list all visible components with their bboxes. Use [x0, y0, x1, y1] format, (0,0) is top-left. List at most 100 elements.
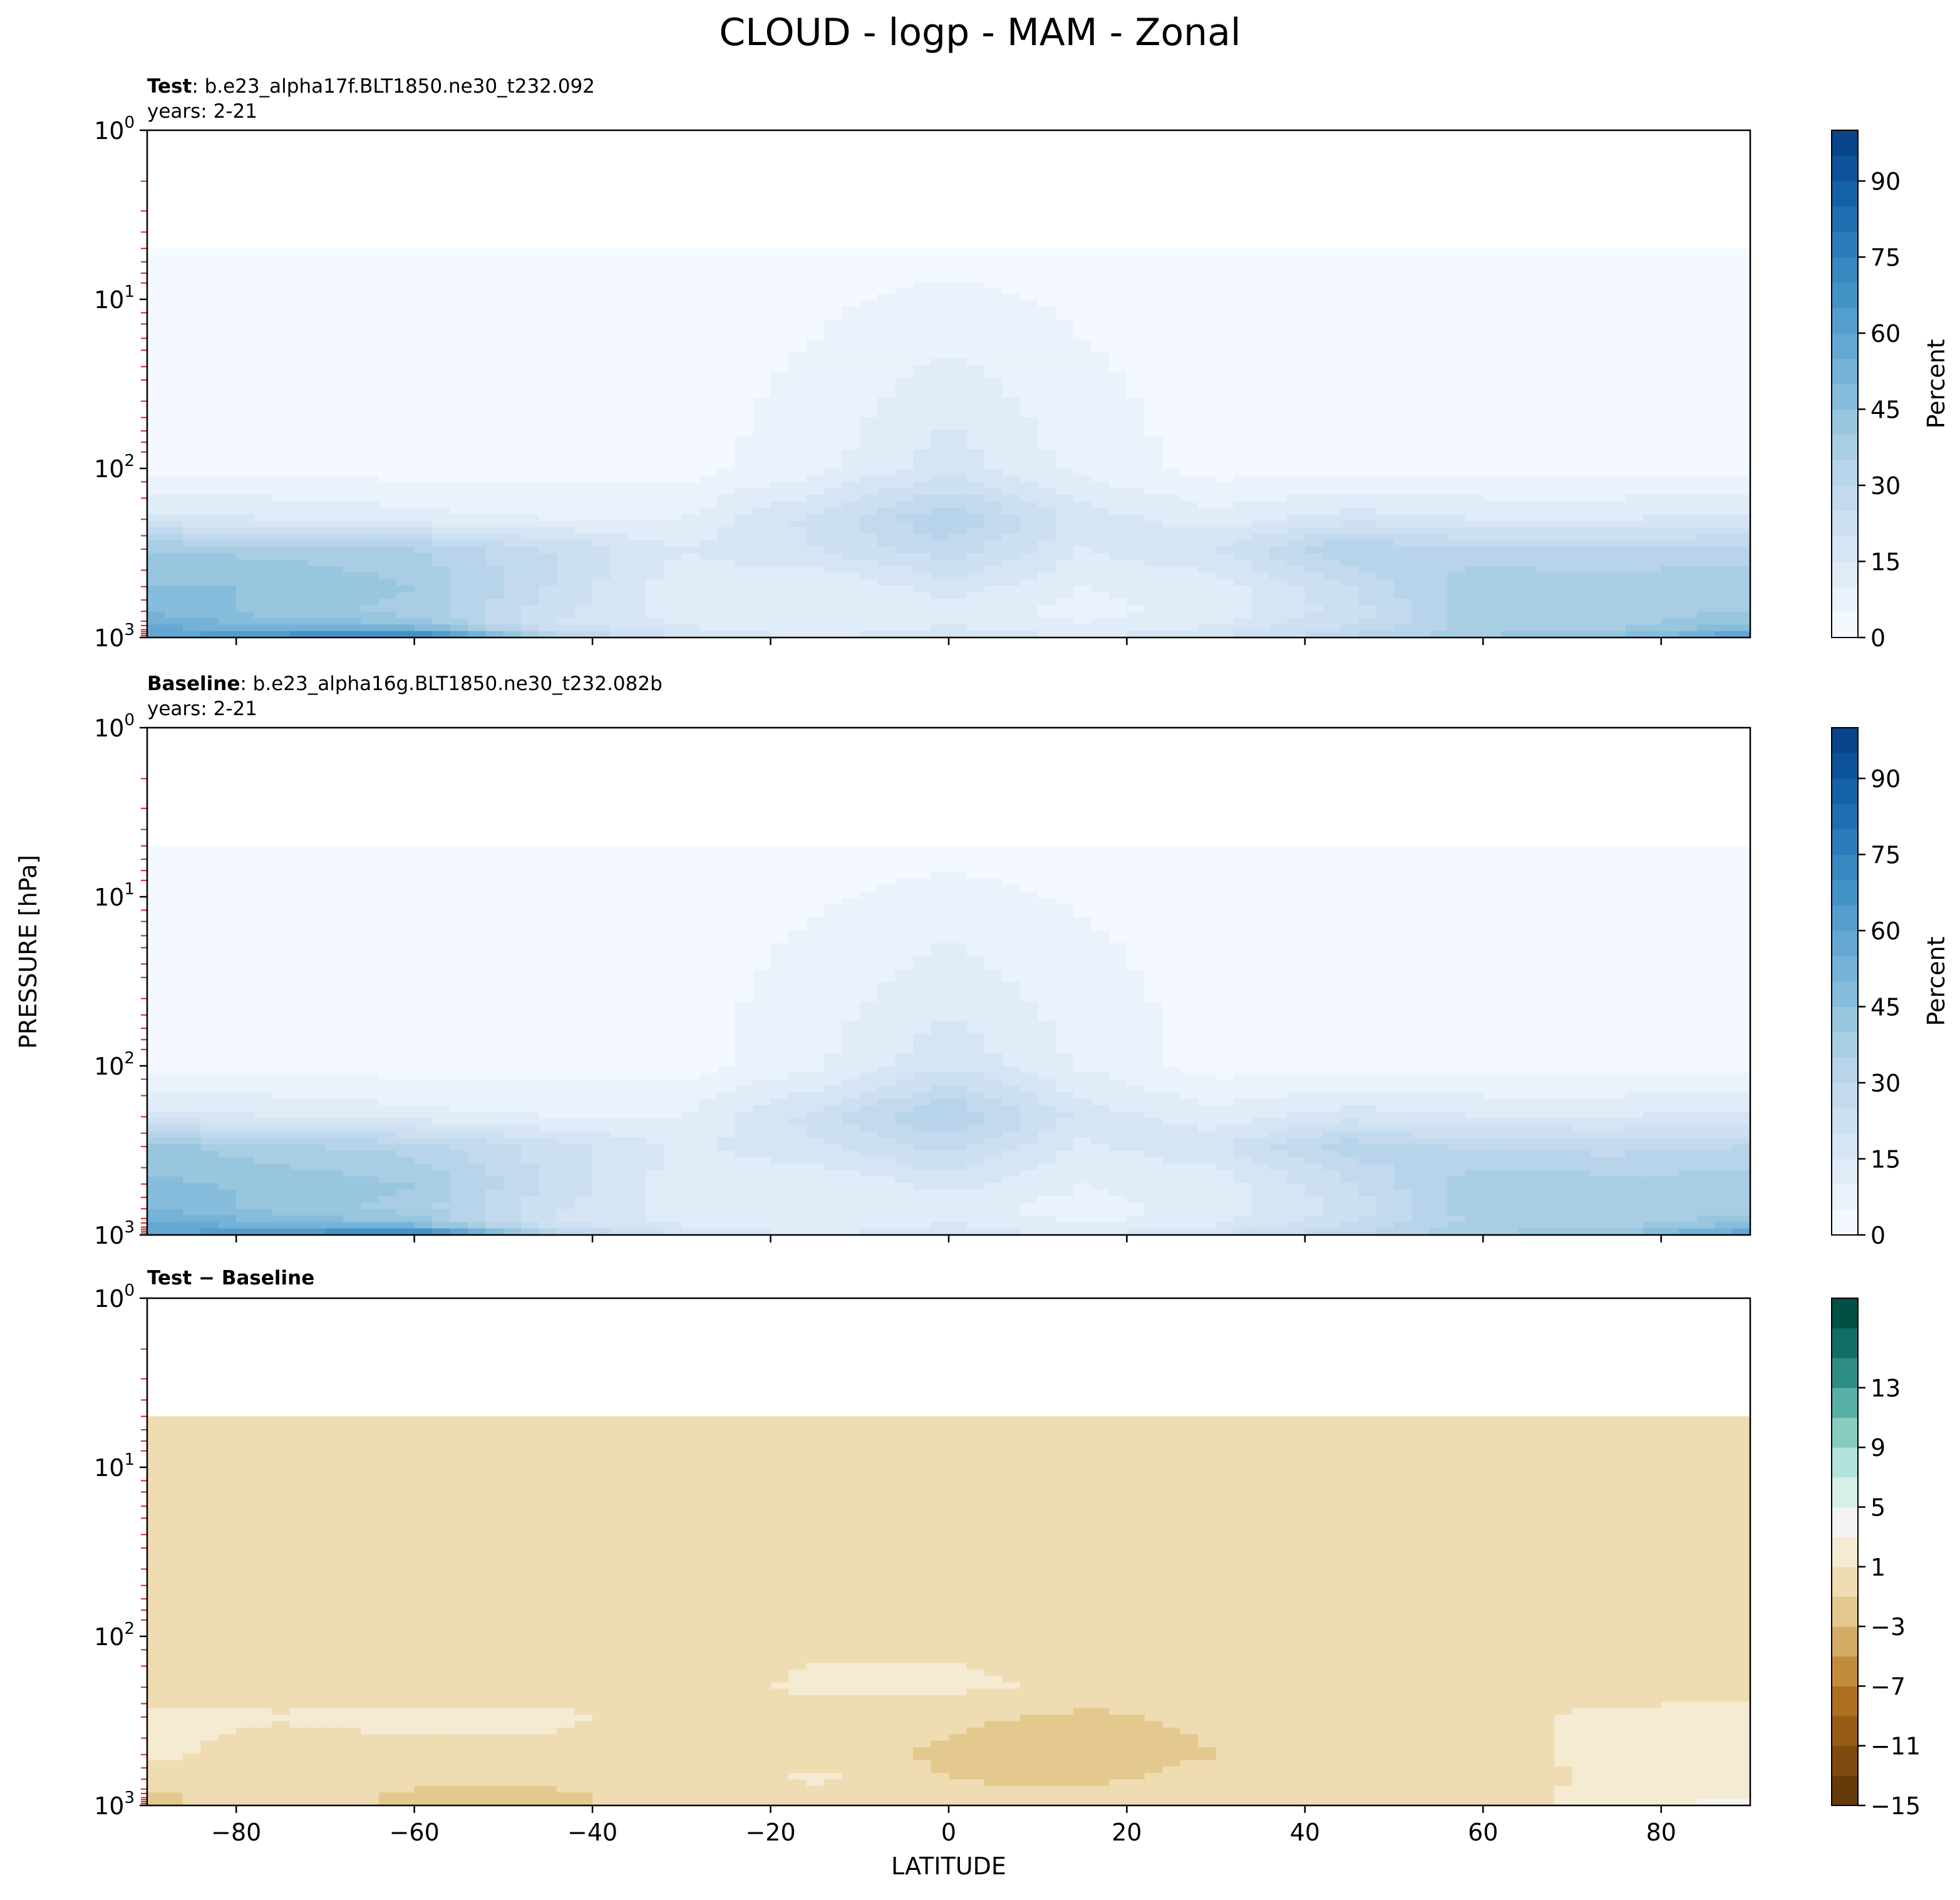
- heatmap-cell: [361, 300, 379, 307]
- heatmap-cell: [1394, 534, 1413, 541]
- heatmap-cell: [646, 371, 664, 379]
- heatmap-cell: [414, 306, 433, 314]
- heatmap-cell: [753, 416, 771, 424]
- heatmap-cell: [1661, 371, 1679, 379]
- heatmap-cell: [147, 385, 166, 392]
- heatmap-cell: [1304, 430, 1323, 437]
- heatmap-cell: [521, 592, 540, 599]
- heatmap-cell: [788, 274, 807, 282]
- heatmap-cell: [610, 592, 629, 599]
- heatmap-cell: [485, 488, 504, 495]
- heatmap-cell: [147, 559, 166, 567]
- heatmap-cell: [1340, 306, 1359, 314]
- heatmap-cell: [1536, 319, 1555, 327]
- heatmap-cell: [1430, 306, 1448, 314]
- heatmap-cell: [1715, 501, 1733, 509]
- heatmap-cell: [1536, 559, 1555, 567]
- heatmap-cell: [877, 559, 896, 567]
- heatmap-cell: [1430, 553, 1448, 560]
- heatmap-cell: [1304, 553, 1323, 560]
- heatmap-cell: [307, 385, 326, 392]
- heatmap-cell: [1162, 294, 1181, 301]
- heatmap-cell: [913, 339, 932, 346]
- heatmap-cell: [859, 540, 878, 547]
- heatmap-cell: [592, 534, 611, 541]
- heatmap-cell: [681, 566, 700, 574]
- heatmap-cell: [1411, 495, 1430, 502]
- heatmap-cell: [1465, 586, 1483, 593]
- heatmap-cell: [1643, 488, 1662, 495]
- heatmap-cell: [966, 579, 985, 586]
- heatmap-cell: [1447, 488, 1466, 495]
- heatmap-cell: [1109, 306, 1128, 314]
- heatmap-cell: [1536, 294, 1555, 301]
- heatmap-cell: [1127, 527, 1145, 534]
- heatmap-cell: [254, 501, 272, 509]
- heatmap-cell: [1091, 488, 1110, 495]
- heatmap-cell: [378, 274, 397, 282]
- heatmap-cell: [1055, 313, 1074, 321]
- heatmap-cell: [1323, 449, 1341, 457]
- heatmap-cell: [1732, 410, 1751, 418]
- heatmap-cell: [1572, 436, 1591, 443]
- heatmap-cell: [717, 300, 736, 307]
- heatmap-cell: [1696, 281, 1715, 288]
- heatmap-cell: [717, 391, 736, 398]
- heatmap-cell: [1465, 281, 1483, 288]
- heatmap-cell: [931, 449, 949, 457]
- heatmap-cell: [1234, 495, 1252, 502]
- heatmap-cell: [1215, 514, 1234, 522]
- heatmap-cell: [503, 248, 522, 256]
- heatmap-cell: [1180, 436, 1199, 443]
- heatmap-cell: [468, 598, 487, 606]
- heatmap-cell: [539, 605, 557, 612]
- heatmap-cell: [859, 449, 878, 457]
- heatmap-cell: [1340, 313, 1359, 321]
- heatmap-cell: [1732, 501, 1751, 509]
- heatmap-cell: [1055, 410, 1074, 418]
- heatmap-cell: [1483, 559, 1502, 567]
- heatmap-cell: [1287, 352, 1306, 359]
- heatmap-cell: [325, 456, 344, 463]
- heatmap-cell: [1019, 592, 1038, 599]
- heatmap-cell: [628, 306, 647, 314]
- heatmap-cell: [289, 482, 308, 489]
- heatmap-cell: [663, 527, 682, 534]
- heatmap-cell: [1607, 598, 1626, 606]
- heatmap-cell: [165, 540, 183, 547]
- heatmap-cell: [663, 559, 682, 567]
- heatmap-cell: [1643, 391, 1662, 398]
- heatmap-cell: [1198, 540, 1217, 547]
- heatmap-cell: [699, 586, 718, 593]
- heatmap-cell: [1607, 553, 1626, 560]
- heatmap-cell: [1180, 385, 1199, 392]
- heatmap-cell: [1447, 520, 1466, 528]
- heatmap-cell: [1358, 495, 1377, 502]
- heatmap-cell: [1144, 267, 1163, 275]
- heatmap-cell: [788, 456, 807, 463]
- heatmap-cell: [1465, 430, 1483, 437]
- heatmap-cell: [1483, 385, 1502, 392]
- heatmap-cell: [147, 248, 166, 256]
- heatmap-cell: [788, 475, 807, 483]
- heatmap-cell: [735, 514, 753, 522]
- heatmap-cell: [539, 248, 557, 256]
- heatmap-cell: [753, 514, 771, 522]
- heatmap-cell: [699, 287, 718, 294]
- heatmap-cell: [1536, 274, 1555, 282]
- heatmap-cell: [307, 404, 326, 411]
- heatmap-cell: [842, 267, 860, 275]
- heatmap-cell: [842, 475, 860, 483]
- heatmap-cell: [1715, 566, 1733, 574]
- heatmap-cell: [1625, 456, 1644, 463]
- heatmap-cell: [770, 267, 789, 275]
- heatmap-cell: [1358, 391, 1377, 398]
- heatmap-cell: [1465, 404, 1483, 411]
- heatmap-cell: [1358, 488, 1377, 495]
- heatmap-cell: [1073, 514, 1092, 522]
- heatmap-cell: [1376, 468, 1395, 476]
- heatmap-cell: [325, 540, 344, 547]
- heatmap-cell: [1643, 248, 1662, 256]
- heatmap-cell: [1340, 352, 1359, 359]
- heatmap-cell: [165, 566, 183, 574]
